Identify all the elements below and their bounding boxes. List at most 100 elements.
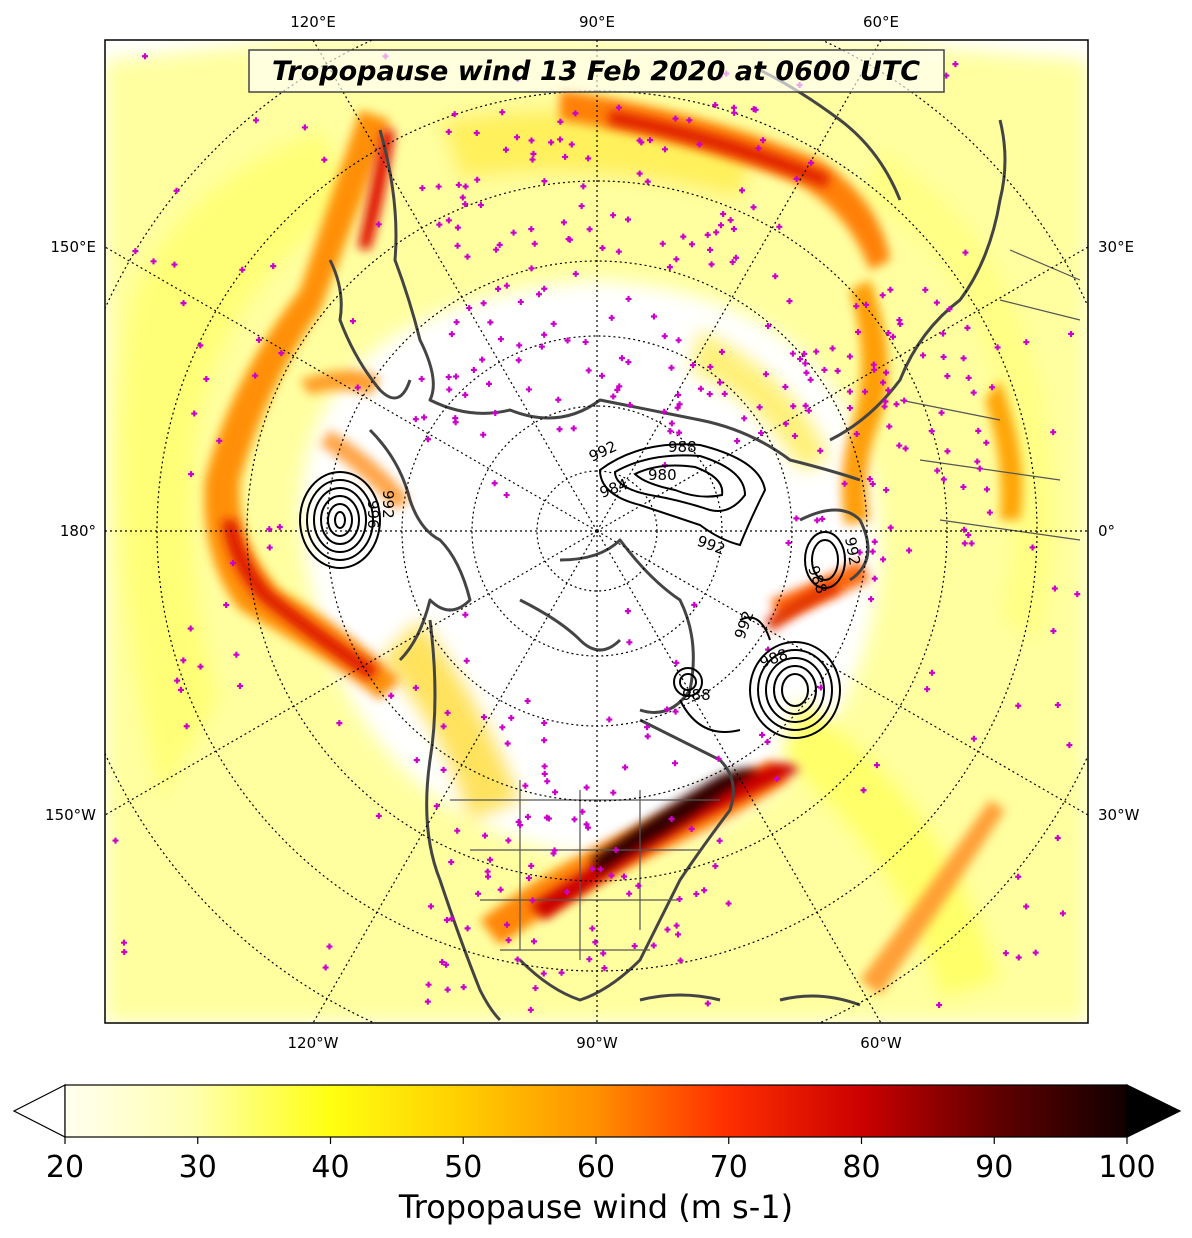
station-marker bbox=[976, 465, 983, 472]
station-marker bbox=[480, 714, 487, 721]
station-marker bbox=[677, 957, 684, 964]
colorbar-extend-max bbox=[1126, 1084, 1182, 1138]
station-marker bbox=[510, 229, 517, 236]
station-marker bbox=[610, 393, 617, 400]
station-marker bbox=[716, 379, 723, 386]
station-marker bbox=[583, 784, 590, 791]
station-marker bbox=[873, 762, 880, 769]
station-marker bbox=[173, 187, 180, 194]
station-marker bbox=[707, 246, 714, 253]
station-marker bbox=[505, 937, 512, 944]
station-marker bbox=[834, 367, 841, 374]
station-marker bbox=[608, 314, 615, 321]
station-marker bbox=[187, 625, 194, 632]
station-marker bbox=[644, 724, 651, 731]
station-marker bbox=[1015, 954, 1022, 961]
station-marker bbox=[541, 737, 548, 744]
station-marker bbox=[789, 350, 796, 357]
station-marker bbox=[672, 708, 679, 715]
station-marker bbox=[223, 601, 230, 608]
station-marker bbox=[986, 509, 993, 516]
station-marker bbox=[786, 298, 793, 305]
contour-labrador-low bbox=[673, 667, 741, 733]
station-marker bbox=[462, 611, 469, 618]
station-marker bbox=[785, 539, 792, 546]
station-marker bbox=[484, 873, 491, 880]
longitude-labels: 120°E 90°E 60°E 120°W 90°W 60°W 150°E 18… bbox=[45, 13, 1140, 1052]
contour-north-pacific-low bbox=[299, 471, 381, 569]
station-marker bbox=[664, 926, 671, 933]
station-marker bbox=[477, 202, 484, 209]
station-marker bbox=[479, 356, 486, 363]
station-marker bbox=[846, 405, 853, 412]
station-marker bbox=[880, 556, 887, 563]
colorbar-tick-label: 100 bbox=[1098, 1150, 1155, 1185]
station-marker bbox=[616, 383, 623, 390]
station-marker bbox=[731, 109, 738, 116]
station-marker bbox=[868, 596, 875, 603]
lon-label-top: 120°E bbox=[290, 13, 336, 31]
station-marker bbox=[940, 353, 947, 360]
colorbar-tick-label: 30 bbox=[179, 1150, 217, 1185]
colorbar-tick-label: 60 bbox=[577, 1150, 615, 1185]
station-marker bbox=[375, 812, 382, 819]
station-marker bbox=[994, 344, 1001, 351]
station-marker bbox=[444, 986, 451, 993]
station-marker bbox=[1050, 627, 1057, 634]
station-marker bbox=[502, 146, 509, 153]
station-marker bbox=[756, 404, 763, 411]
station-marker bbox=[459, 194, 466, 201]
station-marker bbox=[452, 419, 459, 426]
station-marker bbox=[504, 740, 511, 747]
station-marker bbox=[933, 299, 940, 306]
station-marker bbox=[421, 414, 428, 421]
station-marker bbox=[696, 141, 703, 148]
lon-label-bottom: 120°W bbox=[288, 1034, 339, 1052]
station-marker bbox=[760, 137, 767, 144]
station-marker bbox=[525, 386, 532, 393]
station-marker bbox=[808, 159, 815, 166]
station-marker bbox=[515, 818, 522, 825]
station-marker bbox=[462, 391, 469, 398]
colorbar-tick-label: 70 bbox=[710, 1150, 748, 1185]
station-marker bbox=[453, 373, 460, 380]
station-marker bbox=[180, 657, 187, 664]
station-marker bbox=[626, 401, 633, 408]
station-marker bbox=[661, 333, 668, 340]
station-marker bbox=[598, 372, 605, 379]
station-marker bbox=[706, 391, 713, 398]
station-marker bbox=[514, 134, 521, 141]
station-marker bbox=[474, 176, 481, 183]
station-marker bbox=[270, 263, 277, 270]
station-marker bbox=[499, 724, 506, 731]
station-marker bbox=[336, 720, 343, 727]
colorbar: 20 30 40 50 60 70 80 90 100 Tropopause wind (m s… bbox=[12, 1084, 1182, 1226]
station-marker bbox=[266, 544, 273, 551]
station-marker bbox=[882, 398, 889, 405]
station-marker bbox=[929, 669, 936, 676]
station-marker bbox=[791, 432, 798, 439]
station-marker bbox=[543, 814, 550, 821]
station-marker bbox=[647, 137, 654, 144]
station-marker bbox=[326, 943, 333, 950]
station-marker bbox=[480, 431, 487, 438]
station-marker bbox=[445, 217, 452, 224]
station-marker bbox=[439, 958, 446, 965]
station-marker bbox=[496, 241, 503, 248]
station-marker bbox=[1054, 701, 1061, 708]
station-marker bbox=[713, 229, 720, 236]
station-marker bbox=[586, 956, 593, 963]
station-marker bbox=[446, 386, 453, 393]
station-marker bbox=[672, 115, 679, 122]
station-marker bbox=[841, 480, 848, 487]
station-marker bbox=[460, 984, 467, 991]
station-marker bbox=[424, 436, 431, 443]
map-title: Tropopause wind 13 Feb 2020 at 0600 UTC bbox=[272, 56, 920, 87]
station-marker bbox=[758, 429, 765, 436]
station-marker bbox=[938, 409, 945, 416]
station-marker bbox=[793, 175, 800, 182]
station-marker bbox=[1032, 949, 1039, 956]
station-marker bbox=[863, 301, 870, 308]
station-marker bbox=[952, 61, 959, 68]
station-marker bbox=[530, 150, 537, 157]
